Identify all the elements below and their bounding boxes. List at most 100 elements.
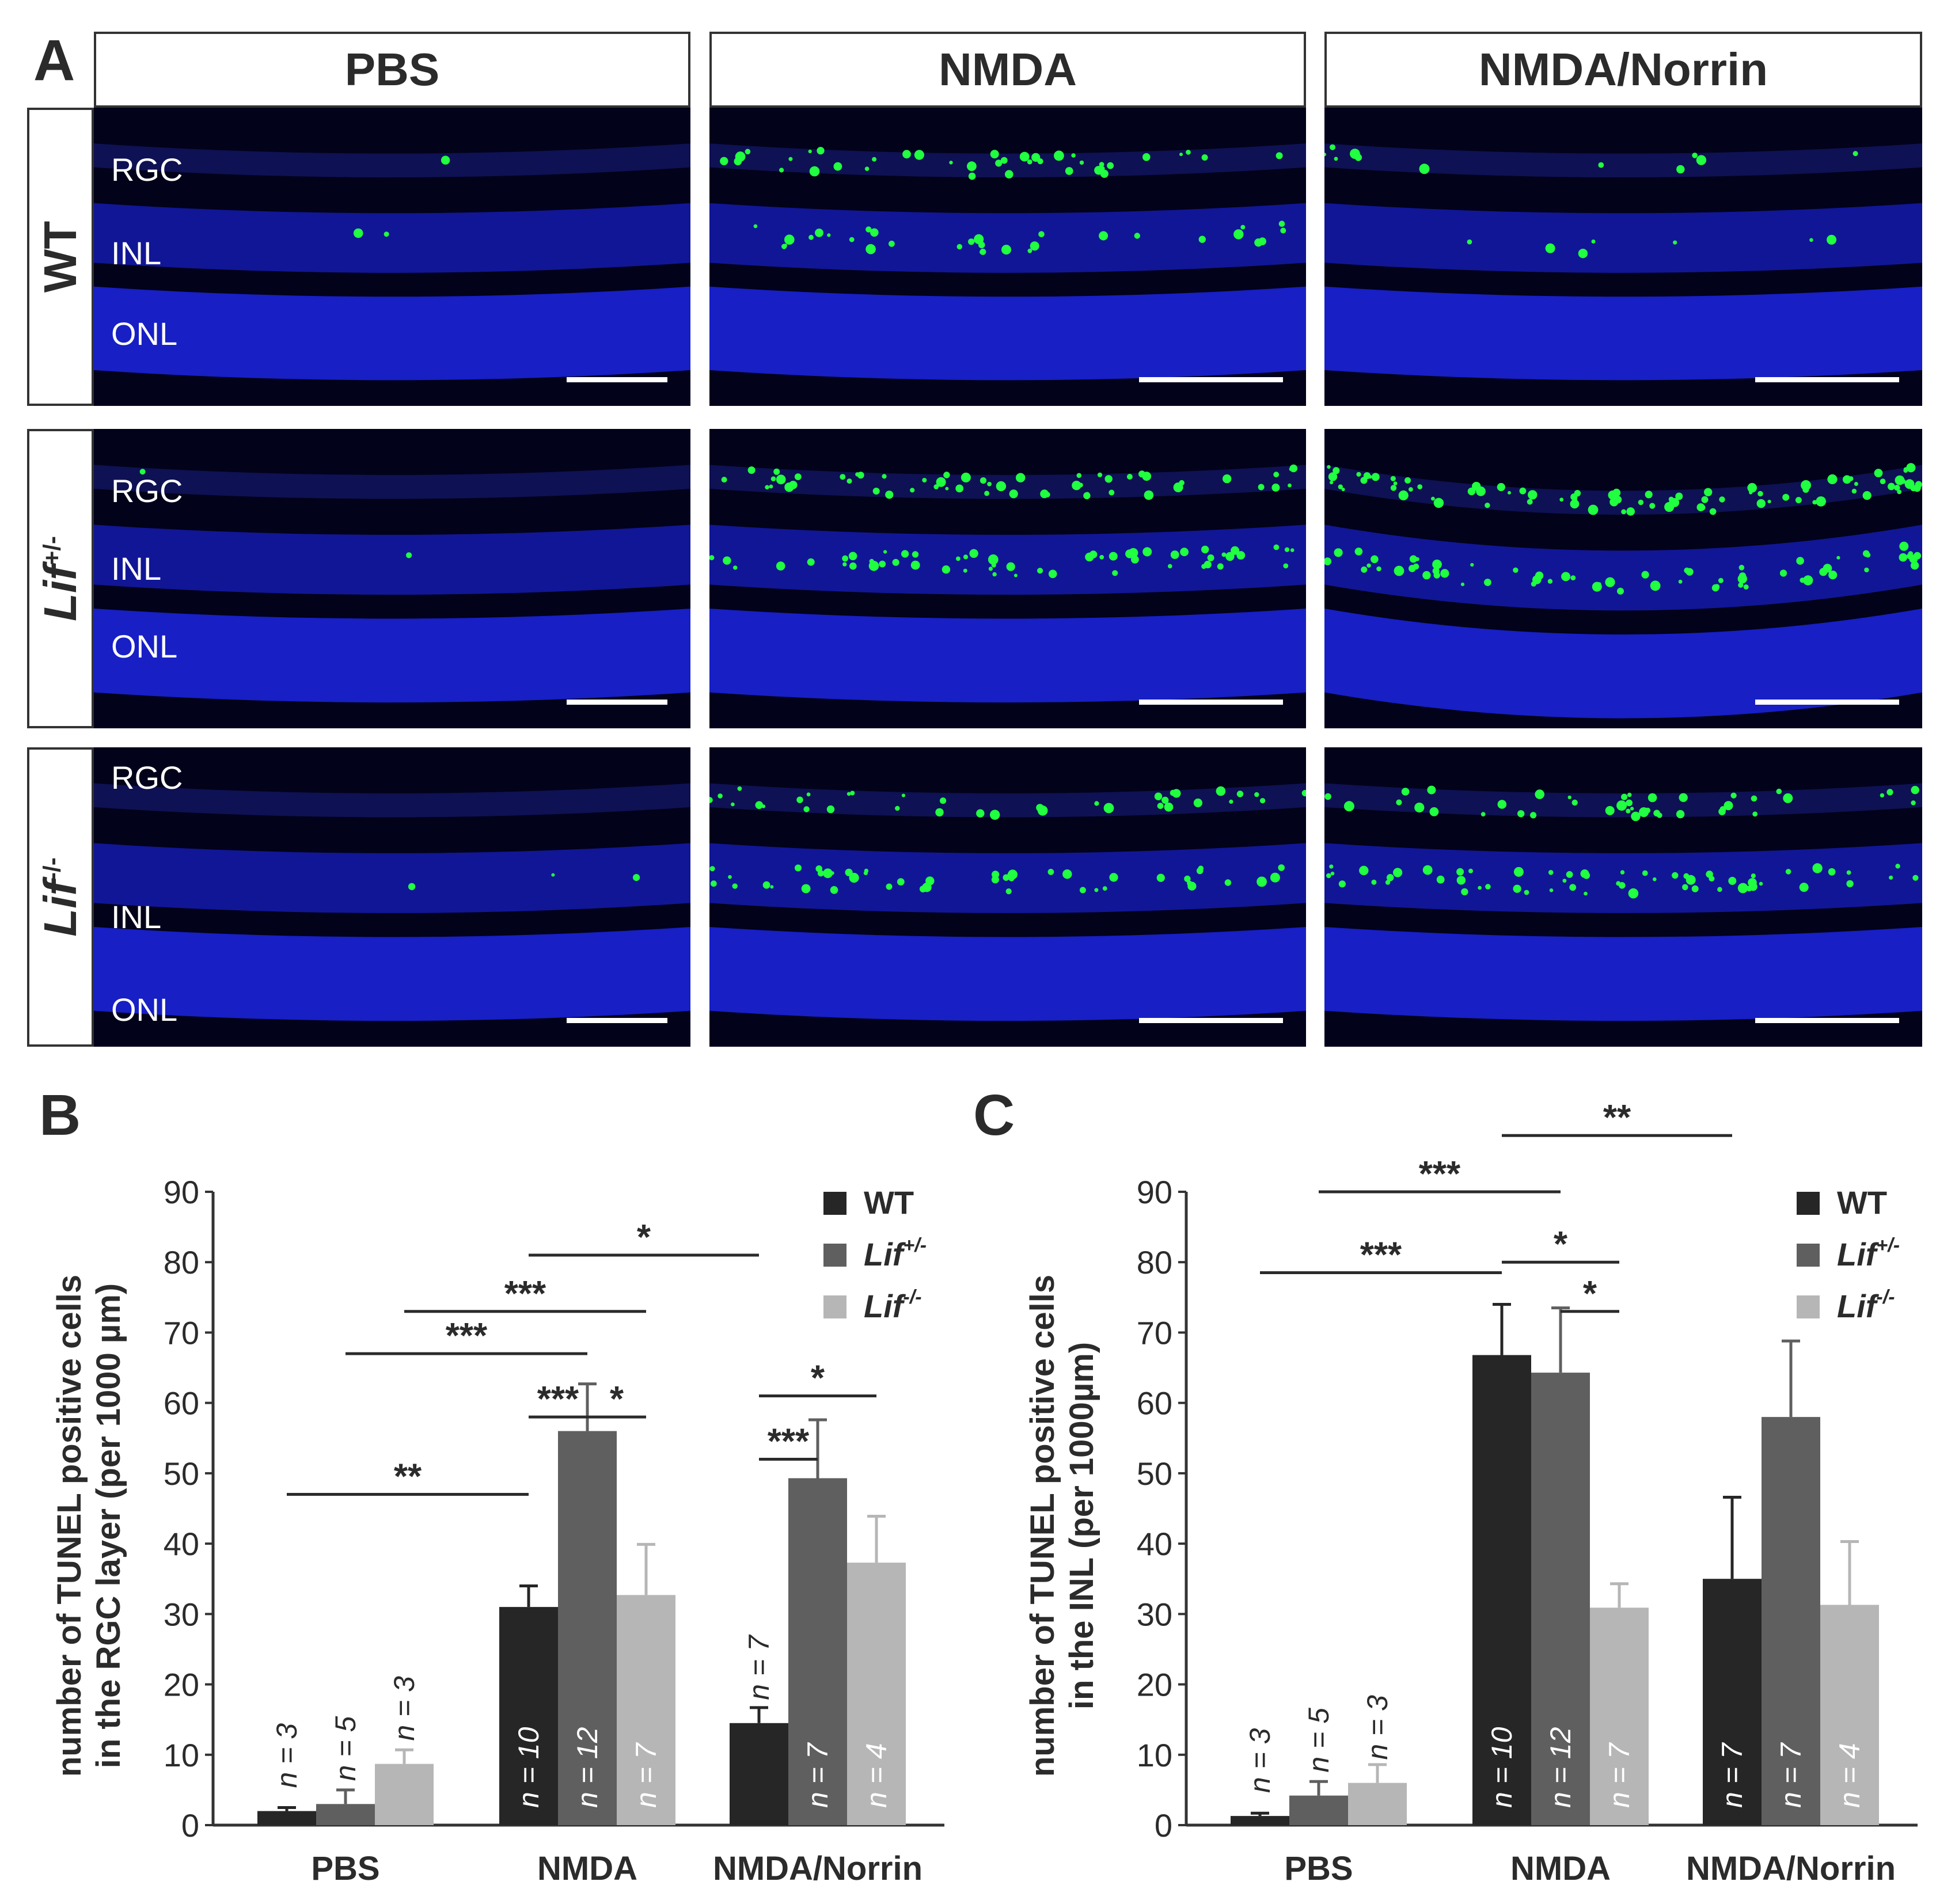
column-label: PBS: [344, 44, 440, 95]
significance-label: *: [1554, 1225, 1568, 1264]
tunel-positive-cell: [1584, 891, 1588, 896]
layer-label-rgc: RGC: [111, 473, 183, 509]
tunel-positive-cell: [1094, 801, 1099, 806]
tunel-positive-cell: [1102, 886, 1107, 891]
tunel-positive-cell: [849, 237, 855, 242]
tunel-positive-cell: [1508, 491, 1511, 495]
scale-bar: [567, 1018, 667, 1023]
tunel-positive-cell: [1598, 162, 1604, 168]
tunel-positive-cell: [1231, 546, 1240, 555]
bar: [1289, 1795, 1348, 1825]
tunel-positive-cell: [1429, 807, 1439, 816]
tunel-positive-cell: [773, 468, 780, 475]
nuclear-layer: [1324, 465, 1922, 515]
legend-swatch: [1797, 1295, 1820, 1318]
tunel-positive-cell: [1696, 155, 1707, 165]
tunel-positive-cell: [1854, 482, 1858, 486]
sample-size-label: n = 4: [1833, 1743, 1866, 1808]
tunel-positive-cell: [956, 244, 962, 250]
tunel-positive-cell: [1433, 572, 1440, 579]
tunel-positive-cell: [846, 792, 851, 796]
tunel-positive-cell: [1290, 548, 1295, 552]
tunel-positive-cell: [1385, 880, 1391, 885]
y-tick-label: 60: [164, 1385, 199, 1422]
tunel-positive-cell: [769, 484, 773, 489]
tunel-positive-cell: [1414, 803, 1425, 813]
tunel-positive-cell: [869, 558, 874, 564]
tunel-positive-cell: [988, 567, 993, 571]
tunel-positive-cell: [1144, 490, 1154, 500]
tunel-positive-cell: [1894, 485, 1900, 491]
tunel-positive-cell: [709, 866, 715, 872]
tunel-positive-cell: [1330, 871, 1335, 876]
nuclear-layer: [94, 927, 690, 1021]
tunel-positive-cell: [936, 477, 946, 487]
scale-bar: [567, 377, 667, 382]
tunel-positive-cell: [1851, 488, 1857, 494]
tunel-positive-cell: [1201, 154, 1208, 161]
tunel-positive-cell: [1180, 548, 1189, 557]
chart-rgc-layer: number of TUNEL positive cellsin the RGC…: [51, 1174, 944, 1887]
tunel-positive-cell: [1582, 872, 1590, 879]
tunel-positive-cell: [1094, 888, 1099, 892]
tunel-positive-cell: [1193, 798, 1202, 808]
tunel-positive-cell: [1099, 162, 1104, 167]
tunel-positive-cell: [1776, 788, 1782, 795]
tunel-positive-cell: [1360, 477, 1368, 484]
tunel-positive-cell: [1354, 154, 1362, 161]
tunel-positive-cell: [633, 874, 640, 881]
tunel-positive-cell: [783, 244, 787, 248]
tunel-positive-cell: [808, 234, 814, 240]
tunel-positive-cell: [1371, 473, 1380, 481]
tunel-positive-cell: [980, 250, 984, 254]
micrograph-image: [709, 143, 1306, 381]
tunel-positive-cell: [1361, 566, 1368, 573]
tunel-positive-cell: [1097, 472, 1103, 477]
tunel-positive-cell: [1907, 553, 1913, 560]
x-tick-label: NMDA/Norrin: [1686, 1850, 1896, 1887]
tunel-positive-cell: [1341, 488, 1345, 492]
legend-name: Lif: [1837, 1236, 1880, 1272]
sample-size-label: n = 5: [1303, 1708, 1335, 1773]
tunel-positive-cell: [1647, 793, 1657, 803]
tunel-positive-cell: [1484, 579, 1491, 586]
tunel-positive-cell: [1767, 500, 1771, 504]
y-axis-label-line1: number of TUNEL positive cells: [51, 1275, 88, 1777]
tunel-positive-cell: [1617, 587, 1624, 595]
tunel-positive-cell: [1470, 563, 1474, 567]
tunel-positive-cell: [1328, 472, 1338, 481]
legend-superscript: +/-: [1876, 1234, 1900, 1256]
y-tick-label: 40: [164, 1526, 199, 1562]
tunel-positive-cell: [1796, 557, 1804, 565]
tunel-positive-cell: [1422, 571, 1431, 580]
y-tick-label: 20: [164, 1667, 199, 1703]
tunel-positive-cell: [1134, 233, 1140, 239]
tunel-positive-cell: [796, 796, 803, 803]
bar: [1703, 1579, 1762, 1825]
sample-size-label: n = 3: [388, 1676, 420, 1741]
legend-name: Lif: [1837, 1288, 1880, 1324]
tunel-positive-cell: [1390, 485, 1397, 491]
tunel-positive-cell: [1645, 491, 1653, 499]
tunel-positive-cell: [1627, 792, 1632, 797]
tunel-positive-cell: [1535, 789, 1544, 799]
bar: [730, 1723, 788, 1825]
tunel-positive-cell: [779, 168, 784, 173]
panel-label-b: B: [39, 1083, 81, 1147]
tunel-positive-cell: [1259, 798, 1266, 804]
tunel-positive-cell: [1679, 793, 1688, 802]
tunel-positive-cell: [872, 157, 877, 162]
tunel-positive-cell: [1718, 577, 1724, 583]
tunel-positive-cell: [1103, 803, 1114, 814]
tunel-positive-cell: [1548, 870, 1554, 875]
tunel-positive-cell: [1112, 570, 1118, 576]
tunel-positive-cell: [1419, 164, 1430, 174]
tunel-positive-cell: [1386, 874, 1394, 881]
tunel-positive-cell: [1704, 488, 1713, 496]
tunel-positive-cell: [1889, 875, 1893, 880]
tunel-positive-cell: [1570, 499, 1580, 509]
tunel-positive-cell: [1338, 484, 1343, 489]
tunel-positive-cell: [955, 484, 964, 493]
tunel-positive-cell: [803, 806, 810, 812]
tunel-positive-cell: [1888, 482, 1895, 491]
